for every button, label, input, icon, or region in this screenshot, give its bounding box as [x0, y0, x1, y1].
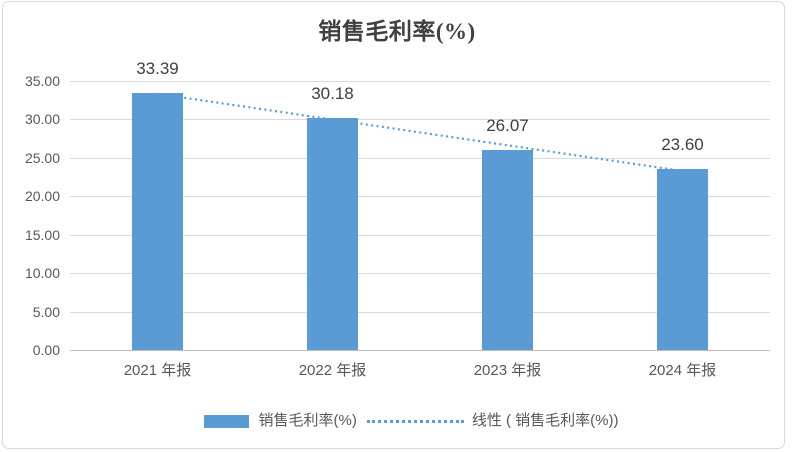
x-axis-line [70, 350, 770, 351]
gridline [70, 273, 770, 275]
x-axis-label: 2022 年报 [298, 362, 367, 379]
bar [307, 118, 358, 350]
gridline [70, 234, 770, 236]
y-tick-label: 10.00 [24, 265, 60, 282]
y-tick-label: 35.00 [24, 73, 60, 89]
bar [482, 149, 533, 350]
y-tick-label: 20.00 [24, 188, 60, 205]
y-tick-label: 0.00 [32, 342, 60, 358]
bar-data-label: 30.18 [311, 84, 354, 104]
bar-data-label: 26.07 [486, 115, 529, 135]
y-tick-label: 15.00 [24, 226, 60, 243]
legend-bar-swatch [203, 414, 249, 428]
y-tick-label: 25.00 [24, 149, 60, 166]
legend: 销售毛利率(%) 线性 ( 销售毛利率(%)) [14, 410, 794, 432]
gridline [70, 196, 770, 198]
x-axis-label: 2023 年报 [473, 362, 542, 379]
y-tick-label: 5.00 [32, 303, 60, 320]
bar [657, 168, 708, 350]
x-axis-label: 2024 年报 [648, 362, 717, 379]
bar-data-label: 23.60 [661, 134, 704, 154]
legend-series-label: 销售毛利率(%) [258, 412, 357, 429]
x-axis-label: 2021 年报 [123, 362, 192, 379]
gridline [70, 311, 770, 313]
bar [132, 93, 183, 350]
legend-trendline-swatch [366, 419, 464, 423]
bar-data-label: 33.39 [136, 59, 179, 79]
chart-frame [2, 1, 785, 449]
legend-trendline-label: 线性 ( 销售毛利率(%)) [471, 412, 619, 429]
gridline [70, 81, 770, 82]
y-tick-label: 30.00 [24, 111, 60, 128]
chart-title: 销售毛利率(%) [318, 19, 476, 44]
